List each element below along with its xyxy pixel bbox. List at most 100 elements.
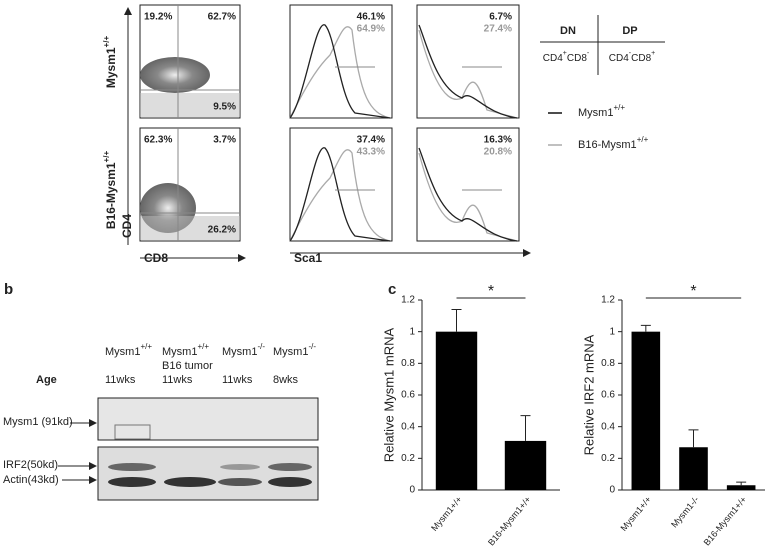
- gate-percent: 64.9%: [357, 24, 385, 35]
- x-tick-label: Mysm1+/+: [429, 494, 464, 533]
- y-axis-label: Relative IRF2 mRNA: [581, 334, 596, 455]
- band-label: Actin(43kd): [3, 474, 59, 486]
- bar: [726, 485, 756, 490]
- x-tick-label: B16-Mysm1+/+: [486, 494, 533, 547]
- band-label: IRF2(50kd): [3, 459, 58, 471]
- histogram-curve: [418, 147, 518, 242]
- blot-bands: [108, 463, 312, 487]
- lane-sublabel: B16 tumor: [162, 360, 213, 372]
- histogram-frame: [289, 4, 393, 119]
- x-tick-label: B16-Mysm1+/+: [702, 494, 749, 547]
- y-tick-label: 1: [609, 326, 615, 337]
- y-tick-label: 1.2: [601, 295, 615, 306]
- axis-label: CD8: [144, 251, 168, 265]
- bar: [435, 331, 478, 490]
- cell-population: [140, 57, 210, 93]
- error-bar: [451, 309, 462, 332]
- quadrant-percent: 62.7%: [208, 12, 236, 23]
- y-tick-label: 0.2: [401, 453, 415, 464]
- error-bar: [520, 415, 531, 441]
- key-sub-sup: -: [629, 50, 632, 57]
- quadrant-percent: 62.3%: [144, 135, 172, 146]
- row-label-base: B16-Mysm1: [104, 162, 118, 229]
- quadrant-percent: 26.2%: [208, 225, 236, 236]
- error-bar: [640, 324, 651, 332]
- lane-label-sup: -/-: [257, 342, 265, 351]
- lane-label: Mysm1-/-: [222, 342, 265, 358]
- row-label-sup: +/+: [102, 151, 111, 163]
- legend-label-sup: +/+: [637, 135, 649, 144]
- lane-label: Mysm1+/+: [162, 342, 209, 358]
- quadrant-percent: 19.2%: [144, 12, 172, 23]
- histogram-curve: [289, 149, 391, 242]
- lane-label-sup: +/+: [197, 342, 209, 351]
- histogram-frame: [416, 127, 520, 242]
- gate-percent: 6.7%: [489, 12, 512, 23]
- significance-mark: *: [690, 283, 696, 300]
- key-sub: CD4-CD8+: [609, 50, 655, 64]
- axis-label: Sca1: [294, 251, 322, 265]
- key-sub-text: CD4: [543, 53, 563, 64]
- histogram-curve: [289, 147, 391, 242]
- y-tick-label: 0.2: [601, 453, 615, 464]
- key-sub-sup: +: [563, 50, 567, 57]
- histogram-frame: [416, 4, 520, 119]
- error-bar: [736, 481, 747, 486]
- histogram-curve: [289, 24, 391, 119]
- gate-percent: 46.1%: [357, 12, 385, 23]
- bar: [631, 331, 661, 490]
- bar: [679, 447, 708, 490]
- lane-label-base: Mysm1: [222, 346, 257, 358]
- y-tick-label: 0: [609, 485, 615, 496]
- y-axis-label: Relative Mysm1 mRNA: [381, 327, 396, 462]
- lane-label-base: Mysm1: [105, 346, 140, 358]
- blot-panel: [97, 446, 319, 501]
- blot-band: [114, 424, 151, 440]
- y-tick-label: 0.8: [401, 358, 415, 369]
- quadrant-percent: 9.5%: [213, 102, 236, 113]
- key-sub-sup: -: [587, 50, 590, 57]
- y-tick-label: 0.6: [401, 390, 415, 401]
- y-tick-label: 0: [409, 485, 415, 496]
- legend-label-sup: +/+: [613, 103, 625, 112]
- panel-label: c: [388, 281, 396, 298]
- gate-percent: 16.3%: [484, 135, 512, 146]
- panel-label: b: [4, 281, 13, 298]
- lane-age: 11wks: [222, 374, 253, 386]
- key-sub-text: CD4: [609, 53, 629, 64]
- legend-label: B16-Mysm1+/+: [578, 135, 649, 151]
- row-label: B16-Mysm1+/+: [102, 151, 118, 230]
- gate-percent: 20.8%: [484, 147, 512, 158]
- legend-label-base: B16-Mysm1: [578, 139, 637, 151]
- y-tick-label: 0.6: [601, 390, 615, 401]
- key-label: DP: [622, 25, 637, 37]
- row-label: Mysm1+/+: [102, 36, 118, 89]
- lane-label-base: Mysm1: [273, 346, 308, 358]
- age-label: Age: [36, 374, 57, 386]
- gate-percent: 37.4%: [357, 135, 385, 146]
- row-label-base: Mysm1: [104, 47, 118, 88]
- lane-label: Mysm1-/-: [273, 342, 316, 358]
- bar: [504, 440, 547, 490]
- error-bar: [688, 429, 699, 448]
- legend-label: Mysm1+/+: [578, 103, 625, 119]
- y-tick-label: 1: [409, 326, 415, 337]
- x-tick-label: Mysm1-/-: [669, 494, 701, 529]
- key-sub: CD4+CD8-: [543, 50, 590, 64]
- y-tick-label: 0.8: [601, 358, 615, 369]
- key-label: DN: [560, 25, 576, 37]
- lane-label-sup: +/+: [140, 342, 152, 351]
- lane-label-base: Mysm1: [162, 346, 197, 358]
- x-tick-label: Mysm1+/+: [619, 494, 654, 533]
- key-sub-text: CD8: [567, 53, 587, 64]
- significance-mark: *: [488, 283, 494, 300]
- band-label: Mysm1 (91kd): [3, 416, 73, 428]
- gate-percent: 27.4%: [484, 24, 512, 35]
- axis-label: CD4: [120, 214, 134, 238]
- legend-label-base: Mysm1: [578, 107, 613, 119]
- lane-age: 8wks: [273, 374, 299, 386]
- key-sub-sup: +: [651, 50, 655, 57]
- y-tick-label: 0.4: [401, 421, 415, 432]
- row-label-sup: +/+: [102, 36, 111, 48]
